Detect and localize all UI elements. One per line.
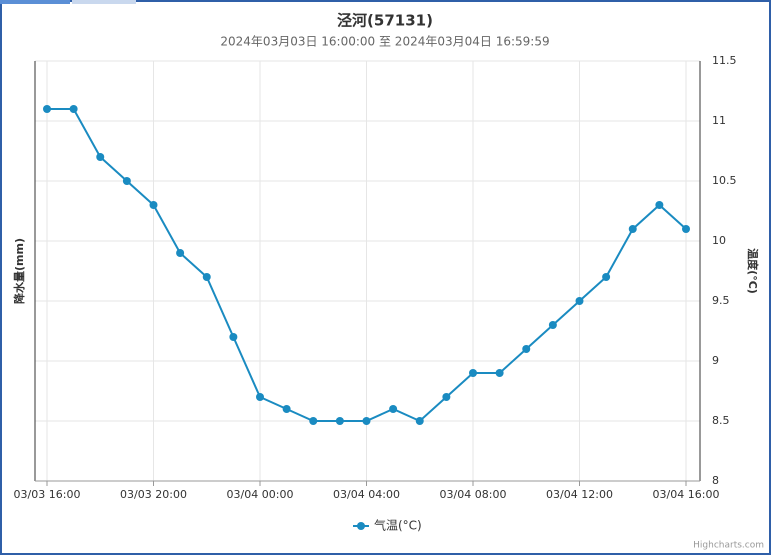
y2-tick-label: 10 [712,234,726,247]
chart-subtitle: 2024年03月03日 16:00:00 至 2024年03月04日 16:59… [220,35,549,49]
y2-tick-label: 10.5 [712,174,737,187]
point [362,417,371,425]
point [256,393,264,401]
point [96,153,105,161]
point [335,417,344,425]
y-axis-title: 降水量(mm) [12,238,26,304]
point [229,333,238,341]
point [149,201,158,209]
point [202,273,211,281]
y2-axis-title: 温度(°C) [746,248,760,294]
point [655,201,664,209]
x-tick-label: 03/03 20:00 [120,488,187,501]
x-tick-label: 03/04 12:00 [546,488,613,501]
chart-title: 泾河(57131) [337,12,433,30]
point [309,417,318,425]
y2-tick-label: 11.5 [712,54,737,67]
point [43,105,51,113]
point [602,273,611,281]
point [122,177,131,185]
credits: Highcharts.com [693,541,764,551]
tab [72,0,136,4]
point [442,393,451,401]
y2-tick-label: 8 [712,474,719,487]
point [469,369,477,377]
y2-tick-label: 11 [712,114,726,127]
point [575,297,584,305]
x-tick-label: 03/04 04:00 [333,488,400,501]
point [389,405,398,413]
legend-symbol [357,522,365,530]
point [628,225,637,233]
point [495,369,504,377]
point [282,405,291,413]
y2-tick-label: 8.5 [712,414,730,427]
x-tick-label: 03/04 00:00 [227,488,294,501]
x-tick-label: 03/04 08:00 [440,488,507,501]
tab [0,0,70,4]
x-tick-label: 03/03 16:00 [14,488,81,501]
point [682,225,690,233]
legend-label: 气温(°C) [374,518,422,533]
point [522,345,531,353]
y2-tick-label: 9.5 [712,294,730,307]
point [69,105,78,113]
point [548,321,557,329]
x-tick-label: 03/04 16:00 [653,488,720,501]
y2-tick-label: 9 [712,354,719,367]
point [176,249,185,257]
point [415,417,424,425]
